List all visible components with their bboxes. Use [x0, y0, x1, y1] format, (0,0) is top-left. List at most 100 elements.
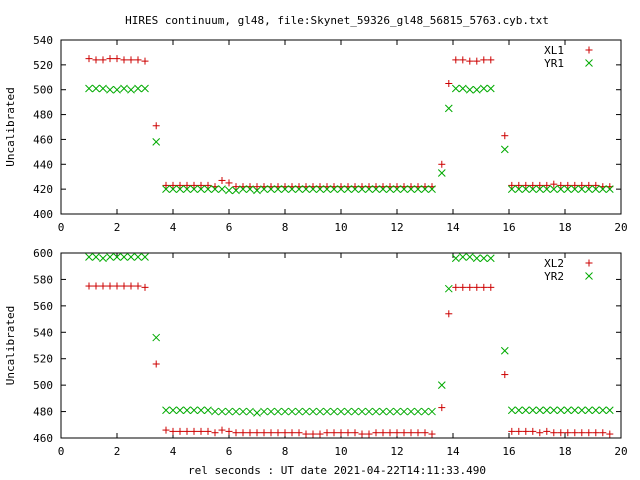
data-point [169, 427, 177, 435]
data-point [232, 186, 240, 195]
data-point [330, 429, 338, 437]
data-point [465, 253, 474, 261]
data-point [598, 406, 607, 415]
data-point [445, 80, 453, 87]
data-point [281, 185, 289, 193]
data-point [190, 181, 198, 189]
data-point [232, 407, 240, 416]
data-point [521, 406, 530, 415]
x-tick-label: 8 [282, 445, 289, 458]
x-tick-label: 4 [170, 445, 177, 458]
data-point [288, 407, 296, 416]
data-point [473, 57, 481, 65]
data-point [365, 185, 373, 193]
data-point [444, 284, 453, 293]
series-YR1 [85, 84, 614, 195]
data-point [106, 85, 114, 94]
data-point [211, 407, 219, 416]
data-point [564, 181, 572, 189]
data-point [127, 282, 135, 290]
data-point [225, 407, 233, 416]
y-tick-label: 460 [33, 432, 53, 445]
data-point [246, 185, 254, 193]
series-XL1 [85, 55, 614, 191]
data-point [479, 254, 488, 263]
data-point [152, 333, 161, 342]
x-tick-label: 12 [390, 445, 403, 458]
data-point [578, 429, 586, 437]
data-point [99, 254, 107, 263]
y-tick-label: 460 [33, 133, 53, 146]
x-tick-label: 0 [58, 221, 65, 234]
data-point [337, 429, 345, 437]
data-point [465, 85, 474, 94]
data-point [428, 185, 436, 193]
data-point [536, 181, 544, 189]
data-point [134, 84, 142, 93]
data-point [444, 104, 453, 113]
data-point [274, 429, 282, 437]
legend-marker [585, 259, 593, 267]
data-point [302, 430, 310, 438]
data-point [571, 181, 579, 189]
data-point [585, 181, 593, 189]
data-point [120, 253, 128, 261]
data-point [218, 185, 226, 193]
data-point [351, 407, 359, 416]
data-point [379, 185, 387, 193]
data-point [466, 283, 474, 291]
data-point [232, 429, 240, 437]
data-point [543, 427, 551, 435]
data-point [218, 176, 226, 184]
data-point [176, 181, 184, 189]
legend-marker [585, 272, 593, 280]
data-point [605, 406, 614, 415]
data-point [501, 132, 509, 140]
series-YR2 [85, 253, 614, 417]
data-point [288, 429, 296, 437]
top-plot-panel: 0 2 4 6 8 10 12 14 16 18 20 400 420 440 460 480 500 520 54… [4, 34, 628, 234]
data-point [592, 429, 600, 437]
data-point [451, 254, 460, 263]
data-point [428, 430, 436, 438]
data-point [204, 185, 212, 193]
data-point [162, 185, 170, 193]
data-point [204, 427, 212, 435]
x-tick-label: 12 [390, 221, 403, 234]
legend-marker [585, 46, 593, 54]
data-point [323, 429, 331, 437]
data-point [127, 253, 135, 261]
data-point [379, 429, 387, 437]
data-point [274, 185, 282, 193]
data-point [365, 430, 373, 438]
data-point [458, 253, 467, 261]
data-point [400, 429, 408, 437]
data-point [459, 56, 467, 64]
plot-frame [60, 252, 622, 439]
data-point [536, 429, 544, 437]
x-tick-label: 14 [446, 221, 460, 234]
data-point [386, 429, 394, 437]
data-point [393, 429, 401, 437]
x-tick-label: 20 [614, 221, 627, 234]
data-point [486, 84, 495, 93]
data-point [542, 185, 551, 193]
y-tick-label: 560 [33, 300, 53, 313]
data-point [183, 181, 191, 189]
x-tick-label: 0 [58, 445, 65, 458]
data-point [99, 56, 107, 64]
data-point [274, 407, 282, 416]
data-point [522, 181, 530, 189]
x-tick-label: 14 [446, 445, 460, 458]
x-tick-label: 4 [170, 221, 177, 234]
data-point [92, 84, 100, 93]
y-tick-label: 420 [33, 183, 53, 196]
data-point [550, 180, 558, 188]
data-point [598, 185, 607, 193]
y-tick-label: 480 [33, 406, 53, 419]
data-point [309, 407, 317, 416]
data-point [267, 407, 275, 416]
x-tick-label: 2 [114, 221, 121, 234]
data-point [253, 183, 261, 191]
